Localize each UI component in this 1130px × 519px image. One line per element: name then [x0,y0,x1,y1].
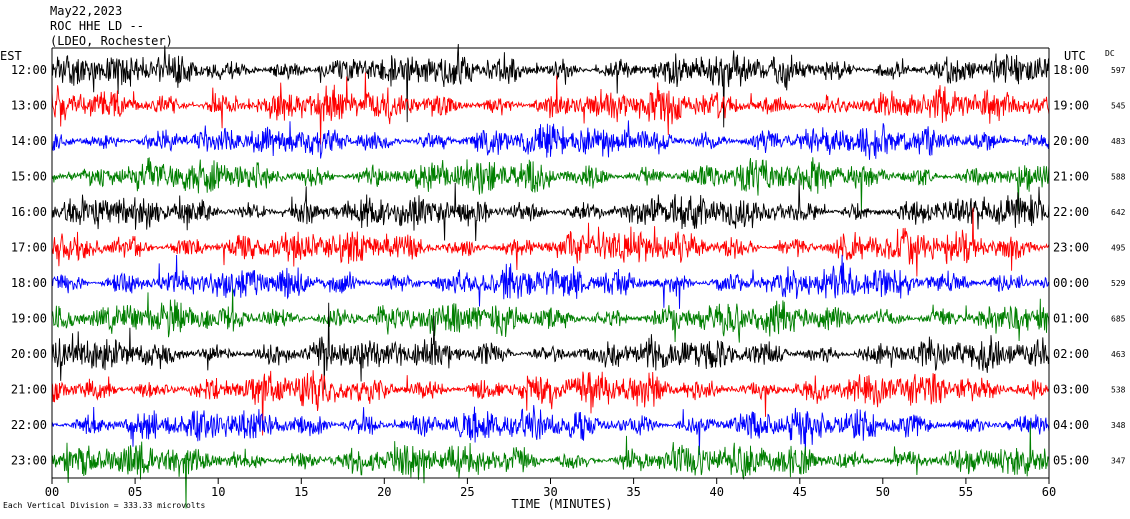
local-time-label: 16:00 [11,205,47,219]
trace-line [51,421,1050,509]
trace-line [51,72,1050,145]
utc-time-label: 05:00 [1053,454,1089,468]
dc-offset-label: 463 [1111,350,1126,359]
dc-offset-label: 347 [1111,457,1126,466]
utc-time-label: 23:00 [1053,241,1089,255]
location-label: (LDEO, Rochester) [50,34,173,48]
dc-offset-label: 545 [1111,102,1126,111]
utc-time-label: 04:00 [1053,418,1089,432]
x-tick-label: 30 [543,485,557,499]
dc-offset-label: 685 [1111,315,1126,324]
dc-offset-label: 597 [1111,66,1126,75]
local-time-label: 23:00 [11,454,47,468]
trace-line [51,179,1050,242]
local-time-label: 17:00 [11,241,47,255]
local-time-label: 15:00 [11,170,47,184]
trace-line [51,288,1050,343]
x-tick-label: 20 [377,485,391,499]
x-tick-label: 10 [211,485,225,499]
date-label: May22,2023 [50,4,122,18]
x-tick-label: 15 [294,485,308,499]
local-time-label: 13:00 [11,99,47,113]
dc-offset-label: 538 [1111,386,1126,395]
local-time-label: 22:00 [11,418,47,432]
x-tick-label: 40 [709,485,723,499]
x-tick-label: 05 [128,485,142,499]
utc-time-label: 18:00 [1053,63,1089,77]
x-tick-label: 35 [626,485,640,499]
local-time-label: 18:00 [11,276,47,290]
dc-header-label: DC [1105,49,1115,58]
utc-time-label: 03:00 [1053,383,1089,397]
station-label: ROC HHE LD -- [50,19,144,33]
utc-time-label: 19:00 [1053,99,1089,113]
x-tick-group: 00 05 10 15 20 25 30 35 40 45 50 55 60 [45,478,1056,499]
utc-time-label: 21:00 [1053,170,1089,184]
local-time-label: 12:00 [11,63,47,77]
left-axis-label: EST [0,49,22,63]
local-time-label: 14:00 [11,134,47,148]
utc-time-label: 01:00 [1053,312,1089,326]
x-axis-title: TIME (MINUTES) [511,497,612,511]
trace-line [51,254,1050,309]
x-tick-label: 25 [460,485,474,499]
utc-time-label: 00:00 [1053,276,1089,290]
right-axis-label: UTC [1064,49,1086,63]
x-tick-label: 45 [793,485,807,499]
x-tick-label: 00 [45,485,59,499]
dc-offset-label: 348 [1111,421,1126,430]
local-time-label: 19:00 [11,312,47,326]
trace-line [51,207,1050,277]
dc-offset-label: 495 [1111,244,1126,253]
x-tick-label: 55 [959,485,973,499]
utc-time-label: 22:00 [1053,205,1089,219]
dc-offset-label: 529 [1111,279,1126,288]
dc-offset-label: 588 [1111,173,1126,182]
footer-note: Each Vertical Division = 333.33 microvol… [3,501,205,510]
hour-label-group: 12:00 18:00 597 13:00 19:00 545 14:00 20:00 483 1… [11,63,1126,468]
trace-line [51,120,1050,160]
trace-line [51,302,1050,390]
local-time-label: 21:00 [11,383,47,397]
trace-line [51,405,1050,456]
utc-time-label: 02:00 [1053,347,1089,361]
x-tick-label: 50 [876,485,890,499]
x-tick-label: 60 [1042,485,1056,499]
trace-line [51,157,1050,214]
local-time-label: 20:00 [11,347,47,361]
trace-line [51,370,1050,436]
trace-line [51,43,1050,128]
trace-group [51,43,1050,509]
utc-time-label: 20:00 [1053,134,1089,148]
dc-offset-label: 483 [1111,137,1126,146]
dc-offset-label: 642 [1111,208,1126,217]
